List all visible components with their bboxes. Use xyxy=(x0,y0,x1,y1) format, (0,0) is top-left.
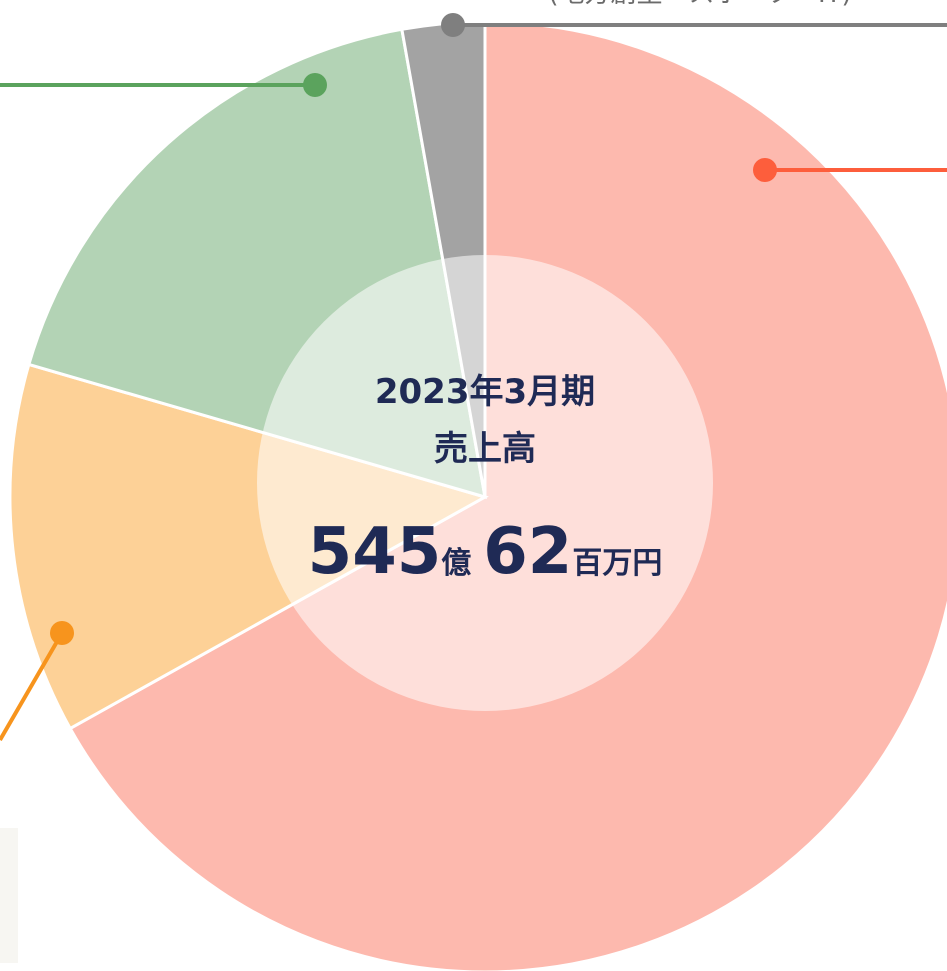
pie-slice xyxy=(8,362,489,731)
center-amount: 545億 62百万円 xyxy=(308,515,663,589)
side-panel xyxy=(0,828,18,963)
leader-dot xyxy=(50,621,74,645)
amount: 545 xyxy=(308,515,442,589)
leader-dot xyxy=(753,158,777,182)
amount: 62 xyxy=(483,515,572,589)
leader-dot xyxy=(441,13,465,37)
annotation: (地方創生・スポーツ・IT) xyxy=(548,0,851,9)
center-period: 2023年3月期 xyxy=(375,372,595,412)
center-hole xyxy=(257,255,713,711)
unit: 億 xyxy=(441,546,471,581)
leader-line xyxy=(0,631,64,742)
center-metric: 売上高 xyxy=(434,429,536,469)
leader-dot xyxy=(303,73,327,97)
unit: 百万円 xyxy=(572,546,662,581)
